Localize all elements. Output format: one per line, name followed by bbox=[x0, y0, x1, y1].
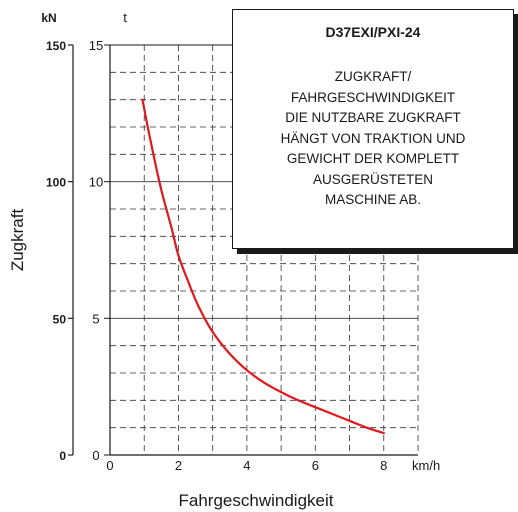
t-tick-label: 5 bbox=[92, 311, 99, 326]
info-line: MASCHINE AB. bbox=[324, 192, 422, 207]
left-axis-unit: kN bbox=[41, 11, 56, 25]
kn-tick-label: 100 bbox=[46, 176, 66, 190]
traction-curve bbox=[141, 98, 385, 435]
info-line: DIE NUTZBARE ZUGKRAFT bbox=[285, 110, 461, 125]
y-axis-title: Zugkraft bbox=[8, 209, 27, 272]
right-axis-unit: t bbox=[123, 10, 127, 25]
info-box-title: D37EXI/PXI-24 bbox=[325, 24, 421, 40]
x-tick-label: 4 bbox=[243, 458, 250, 473]
t-tick-label: 10 bbox=[89, 175, 103, 190]
kn-tick-label: 150 bbox=[46, 39, 66, 53]
x-tick-label: 2 bbox=[175, 458, 182, 473]
info-line: FAHRGESCHWINDIGKEIT bbox=[290, 89, 456, 105]
info-line: AUSGERÜSTETEN bbox=[312, 171, 434, 187]
t-tick-label: 0 bbox=[92, 448, 99, 463]
info-line: HÄNGT VON TRAKTION UND bbox=[280, 130, 466, 146]
info-line: GEWICHT DER KOMPLETT bbox=[286, 151, 460, 166]
t-tick-label: 15 bbox=[89, 38, 103, 53]
curve-layer bbox=[141, 98, 385, 435]
info-box: D37EXI/PXI-24 ZUGKRAFT/ FAHRGESCHWINDIGK… bbox=[232, 9, 514, 249]
x-axis-unit: km/h bbox=[412, 458, 440, 473]
x-tick-label: 8 bbox=[380, 458, 387, 473]
info-box-text: ZUGKRAFT/ FAHRGESCHWINDIGKEIT DIE NUTZBA… bbox=[233, 67, 513, 211]
x-tick-label: 0 bbox=[106, 458, 113, 473]
kn-tick-label: 0 bbox=[59, 449, 66, 463]
x-tick-label: 6 bbox=[312, 458, 319, 473]
info-line: ZUGKRAFT/ bbox=[334, 69, 412, 84]
kn-tick-label: 50 bbox=[53, 312, 67, 326]
x-axis-title: Fahrgeschwindigkeit bbox=[179, 491, 334, 510]
